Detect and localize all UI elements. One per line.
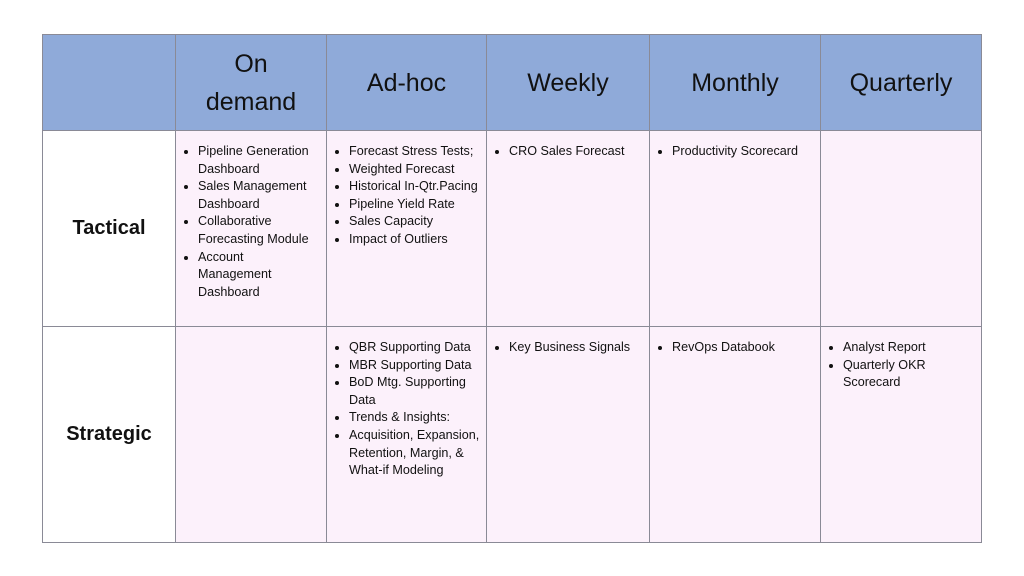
bullet-list: Forecast Stress Tests;Weighted ForecastH… <box>327 143 480 249</box>
list-item: Quarterly OKR Scorecard <box>843 357 975 392</box>
table-cell: QBR Supporting DataMBR Supporting DataBo… <box>326 326 487 543</box>
list-item: Collaborative Forecasting Module <box>198 213 320 248</box>
bullet-list: CRO Sales Forecast <box>487 143 643 161</box>
bullet-list: QBR Supporting DataMBR Supporting DataBo… <box>327 339 480 480</box>
list-item: Productivity Scorecard <box>672 143 814 161</box>
table-cell: CRO Sales Forecast <box>486 130 650 327</box>
table-cell: Pipeline Generation DashboardSales Manag… <box>175 130 327 327</box>
header-cell-empty <box>42 34 176 131</box>
table-cell <box>820 130 982 327</box>
list-item: Pipeline Yield Rate <box>349 196 480 214</box>
list-item: QBR Supporting Data <box>349 339 480 357</box>
list-item: Forecast Stress Tests; <box>349 143 480 161</box>
list-item: Acquisition, Expansion, Retention, Margi… <box>349 427 480 480</box>
table-cell: RevOps Databook <box>649 326 821 543</box>
bullet-list: Pipeline Generation DashboardSales Manag… <box>176 143 320 301</box>
table-cell: Key Business Signals <box>486 326 650 543</box>
header-monthly: Monthly <box>649 34 821 131</box>
row-strategic: Strategic QBR Supporting DataMBR Support… <box>42 326 982 543</box>
list-item: Pipeline Generation Dashboard <box>198 143 320 178</box>
list-item: Trends & Insights: <box>349 409 480 427</box>
header-quarterly: Quarterly <box>820 34 982 131</box>
list-item: RevOps Databook <box>672 339 814 357</box>
row-tactical: Tactical Pipeline Generation DashboardSa… <box>42 130 982 327</box>
table-cell: Analyst ReportQuarterly OKR Scorecard <box>820 326 982 543</box>
list-item: Weighted Forecast <box>349 161 480 179</box>
bullet-list: Key Business Signals <box>487 339 643 357</box>
header-on-demand: On demand <box>175 34 327 131</box>
list-item: BoD Mtg. Supporting Data <box>349 374 480 409</box>
reporting-cadence-table: On demand Ad-hoc Weekly Monthly Quarterl… <box>42 34 982 543</box>
list-item: CRO Sales Forecast <box>509 143 643 161</box>
list-item: Key Business Signals <box>509 339 643 357</box>
row-label: Strategic <box>42 326 176 543</box>
list-item: MBR Supporting Data <box>349 357 480 375</box>
row-label: Tactical <box>42 130 176 327</box>
bullet-list: Analyst ReportQuarterly OKR Scorecard <box>821 339 975 392</box>
header-ad-hoc: Ad-hoc <box>326 34 487 131</box>
list-item: Account Management Dashboard <box>198 249 320 302</box>
list-item: Sales Management Dashboard <box>198 178 320 213</box>
list-item: Historical In-Qtr.Pacing <box>349 178 480 196</box>
header-row: On demand Ad-hoc Weekly Monthly Quarterl… <box>42 34 982 131</box>
bullet-list: RevOps Databook <box>650 339 814 357</box>
header-weekly: Weekly <box>486 34 650 131</box>
list-item: Impact of Outliers <box>349 231 480 249</box>
table-cell: Forecast Stress Tests;Weighted ForecastH… <box>326 130 487 327</box>
table-cell: Productivity Scorecard <box>649 130 821 327</box>
list-item: Sales Capacity <box>349 213 480 231</box>
list-item: Analyst Report <box>843 339 975 357</box>
bullet-list: Productivity Scorecard <box>650 143 814 161</box>
table-cell <box>175 326 327 543</box>
